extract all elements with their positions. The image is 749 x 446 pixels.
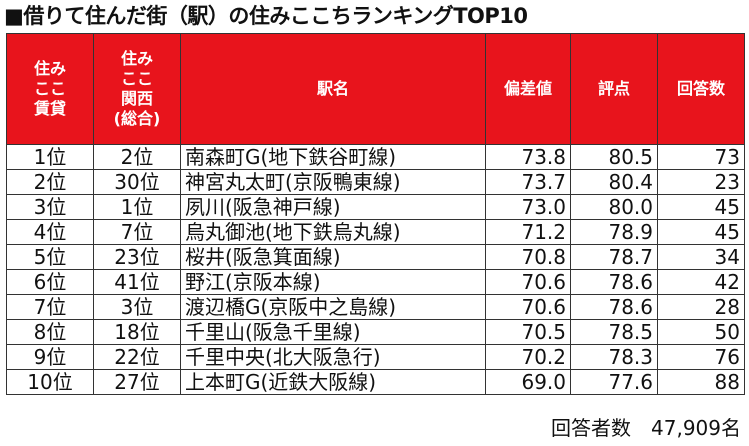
table-row: 5位 23位 桜井(阪急箕面線) 70.8 78.7 34 [6,244,745,270]
rent-rank-cell: 8位 [6,319,94,345]
ranking-table: 住み ここ 賃貸 住み ここ 関西 (総合) 駅名 偏差値 評点 回答数 1位 2… [6,33,745,395]
responses-cell: 45 [657,219,745,245]
header-kansai-rank: 住み ここ 関西 (総合) [93,33,181,145]
deviation-cell: 73.7 [485,169,571,195]
score-cell: 77.6 [570,369,658,395]
table-row: 7位 3位 渡辺橋G(京阪中之島線) 70.6 78.6 28 [6,294,745,320]
responses-cell: 28 [657,294,745,320]
responses-cell: 73 [657,144,745,170]
responses-cell: 45 [657,194,745,220]
station-name-cell: 南森町G(地下鉄谷町線) [180,144,486,170]
station-name-cell: 千里中央(北大阪急行) [180,344,486,370]
responses-cell: 50 [657,319,745,345]
rent-rank-cell: 3位 [6,194,94,220]
deviation-cell: 73.8 [485,144,571,170]
deviation-cell: 70.6 [485,269,571,295]
station-name-cell: 桜井(阪急箕面線) [180,244,486,270]
responses-cell: 76 [657,344,745,370]
station-name-cell: 野江(京阪本線) [180,269,486,295]
table-row: 10位 27位 上本町G(近鉄大阪線) 69.0 77.6 88 [6,369,745,395]
rent-rank-cell: 9位 [6,344,94,370]
deviation-cell: 70.6 [485,294,571,320]
table-row: 2位 30位 神宮丸太町(京阪鴨東線) 73.7 80.4 23 [6,169,745,195]
rent-rank-cell: 1位 [6,144,94,170]
deviation-cell: 70.2 [485,344,571,370]
table-row: 3位 1位 夙川(阪急神戸線) 73.0 80.0 45 [6,194,745,220]
header-score: 評点 [570,33,658,145]
score-cell: 78.5 [570,319,658,345]
deviation-cell: 70.5 [485,319,571,345]
page-title: ■借りて住んだ街（駅）の住みここちランキングTOP10 [4,4,528,28]
kansai-rank-cell: 2位 [93,144,181,170]
respondent-count: 回答者数 47,909名 [551,416,741,440]
table-row: 8位 18位 千里山(阪急千里線) 70.5 78.5 50 [6,319,745,345]
table-row: 6位 41位 野江(京阪本線) 70.6 78.6 42 [6,269,745,295]
deviation-cell: 69.0 [485,369,571,395]
station-name-cell: 上本町G(近鉄大阪線) [180,369,486,395]
score-cell: 80.5 [570,144,658,170]
table-header-row: 住み ここ 賃貸 住み ここ 関西 (総合) 駅名 偏差値 評点 回答数 [6,33,745,145]
responses-cell: 34 [657,244,745,270]
kansai-rank-cell: 7位 [93,219,181,245]
header-responses: 回答数 [657,33,745,145]
station-name-cell: 神宮丸太町(京阪鴨東線) [180,169,486,195]
kansai-rank-cell: 18位 [93,319,181,345]
header-station: 駅名 [180,33,486,145]
kansai-rank-cell: 30位 [93,169,181,195]
responses-cell: 23 [657,169,745,195]
score-cell: 78.6 [570,269,658,295]
kansai-rank-cell: 27位 [93,369,181,395]
rent-rank-cell: 4位 [6,219,94,245]
station-name-cell: 烏丸御池(地下鉄烏丸線) [180,219,486,245]
deviation-cell: 73.0 [485,194,571,220]
deviation-cell: 70.8 [485,244,571,270]
score-cell: 78.6 [570,294,658,320]
score-cell: 78.3 [570,344,658,370]
responses-cell: 42 [657,269,745,295]
rent-rank-cell: 6位 [6,269,94,295]
table-row: 1位 2位 南森町G(地下鉄谷町線) 73.8 80.5 73 [6,144,745,170]
rent-rank-cell: 5位 [6,244,94,270]
rent-rank-cell: 2位 [6,169,94,195]
kansai-rank-cell: 22位 [93,344,181,370]
header-deviation: 偏差値 [485,33,571,145]
kansai-rank-cell: 23位 [93,244,181,270]
score-cell: 80.0 [570,194,658,220]
kansai-rank-cell: 41位 [93,269,181,295]
score-cell: 78.7 [570,244,658,270]
score-cell: 78.9 [570,219,658,245]
station-name-cell: 千里山(阪急千里線) [180,319,486,345]
table-row: 9位 22位 千里中央(北大阪急行) 70.2 78.3 76 [6,344,745,370]
table-row: 4位 7位 烏丸御池(地下鉄烏丸線) 71.2 78.9 45 [6,219,745,245]
station-name-cell: 渡辺橋G(京阪中之島線) [180,294,486,320]
deviation-cell: 71.2 [485,219,571,245]
header-rent-rank: 住み ここ 賃貸 [6,33,94,145]
responses-cell: 88 [657,369,745,395]
rent-rank-cell: 10位 [6,369,94,395]
score-cell: 80.4 [570,169,658,195]
rent-rank-cell: 7位 [6,294,94,320]
kansai-rank-cell: 3位 [93,294,181,320]
station-name-cell: 夙川(阪急神戸線) [180,194,486,220]
kansai-rank-cell: 1位 [93,194,181,220]
